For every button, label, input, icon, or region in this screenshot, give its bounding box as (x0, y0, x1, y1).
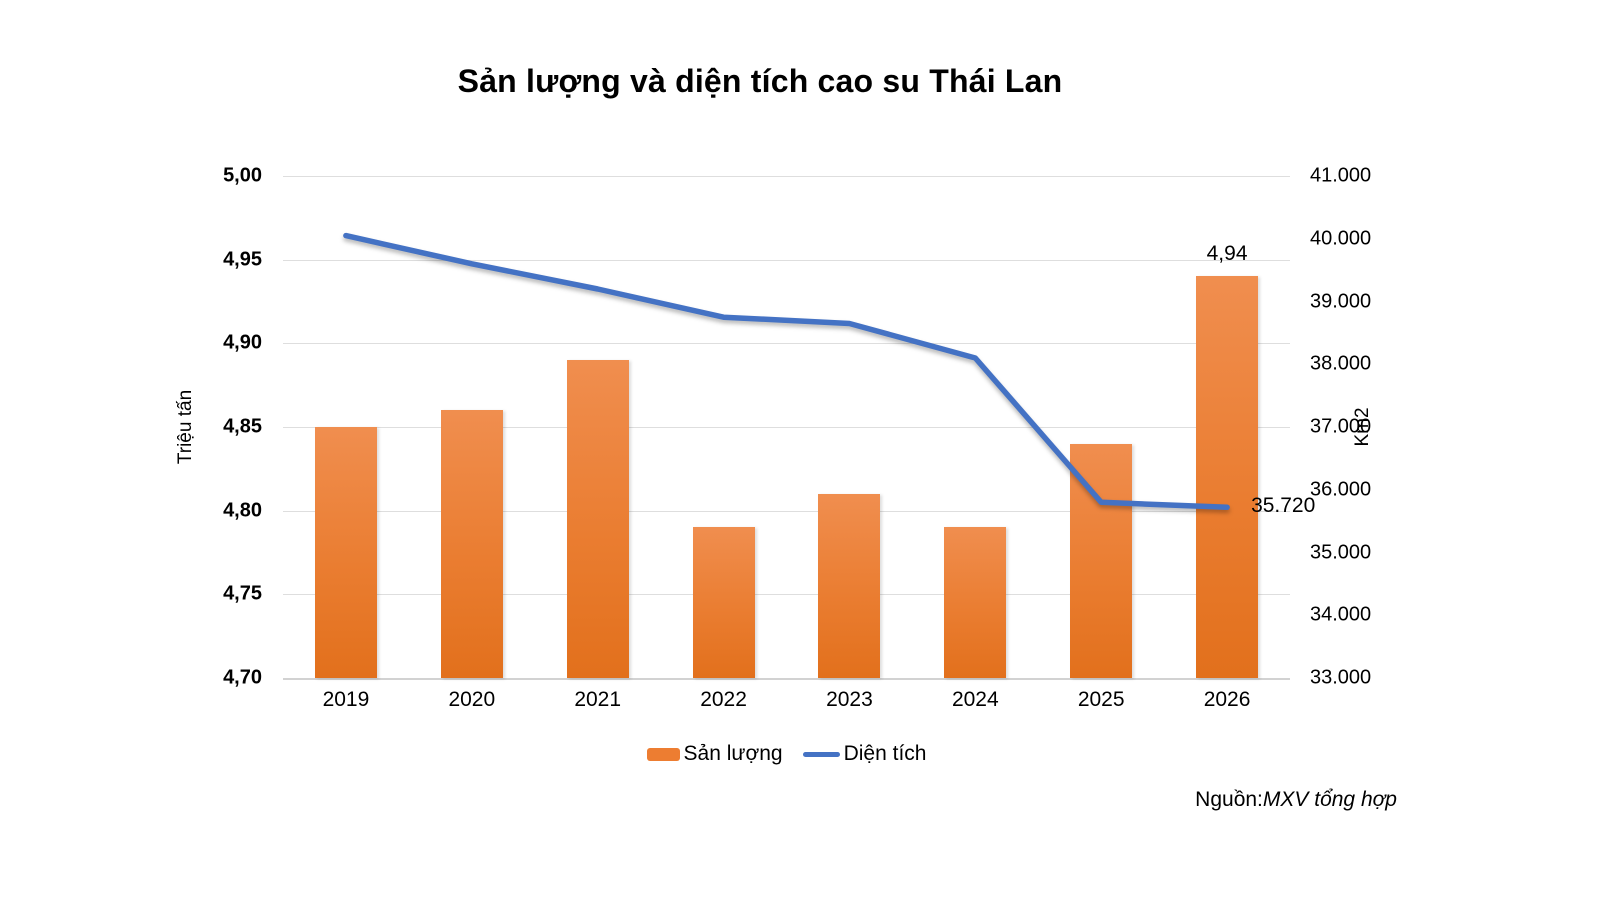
x-axis-label-2024: 2024 (951, 688, 999, 711)
legend-item-area: Diện tích (802, 742, 927, 766)
legend-label-production: Sản lượng (683, 742, 783, 765)
right-axis-tick: 33.000 (1310, 666, 1372, 689)
gridline (283, 259, 1290, 261)
right-axis-tick: 35.000 (1310, 541, 1372, 563)
left-axis-tick: 4,90 (223, 331, 262, 354)
x-axis-label-2021: 2021 (574, 688, 622, 711)
x-axis-label-2020: 2020 (448, 688, 496, 711)
legend-label-area: Diện tích (843, 742, 927, 765)
bar-2021 (566, 360, 629, 678)
x-axis-label-2026: 2026 (1203, 688, 1251, 711)
data-label-line-2026: 35.720 (1251, 494, 1316, 518)
bar-2024 (944, 527, 1007, 678)
right-axis-tick: 37.000 (1310, 415, 1372, 438)
area-line-series (343, 232, 1230, 511)
legend-item-production: Sản lượng (646, 742, 783, 766)
area-line-path (343, 232, 1230, 511)
bar-2019 (314, 427, 377, 678)
left-axis-title: Triệu tấn (175, 389, 196, 465)
gridline (283, 343, 1290, 345)
left-axis-tick: 5,00 (223, 164, 262, 187)
left-axis-tick: 4,80 (223, 499, 262, 522)
right-axis-tick: 41.000 (1310, 164, 1372, 187)
gridline (283, 510, 1290, 512)
right-axis-tick: 38.000 (1310, 352, 1372, 375)
chart-title: Sản lượng và diện tích cao su Thái Lan (457, 63, 1063, 99)
data-label-bar-2026: 4,94 (1206, 242, 1248, 266)
gridline (283, 678, 1290, 680)
right-axis-tick: 34.000 (1310, 603, 1372, 626)
left-axis-tick: 4,85 (223, 415, 262, 438)
left-axis-tick: 4,95 (223, 248, 262, 271)
x-axis-label-2023: 2023 (826, 688, 873, 711)
plot-area: Triệu tấn Km2 5,00 4,95 4,90 4,85 4,80 4,75 4,… (175, 165, 1373, 712)
legend-bar-swatch (646, 747, 680, 761)
source-text: MXV tổng hợp (1262, 788, 1397, 811)
right-axis-tick: 39.000 (1310, 290, 1372, 312)
gridline (283, 594, 1290, 596)
gridline (283, 176, 1290, 177)
source-prefix: Nguồn: (1195, 788, 1263, 811)
x-axis-label-2025: 2025 (1077, 688, 1125, 711)
right-axis-tick: 40.000 (1310, 227, 1372, 250)
left-axis-tick: 4,75 (223, 582, 262, 605)
bar-2020 (440, 410, 503, 678)
bar-2023 (818, 493, 881, 678)
gridline (283, 427, 1290, 428)
right-axis-tick: 36.000 (1310, 478, 1372, 501)
x-axis-label-2022: 2022 (700, 688, 747, 711)
legend: Sản lượng Diện tích (283, 742, 1290, 766)
bar-2022 (692, 527, 755, 678)
left-axis-tick: 4,70 (223, 666, 262, 689)
x-axis-label-2019: 2019 (322, 688, 370, 711)
legend-line-swatch (802, 751, 840, 757)
source-note: Nguồn:MXV tổng hợp (1195, 788, 1397, 812)
bar-2026 (1196, 276, 1259, 678)
